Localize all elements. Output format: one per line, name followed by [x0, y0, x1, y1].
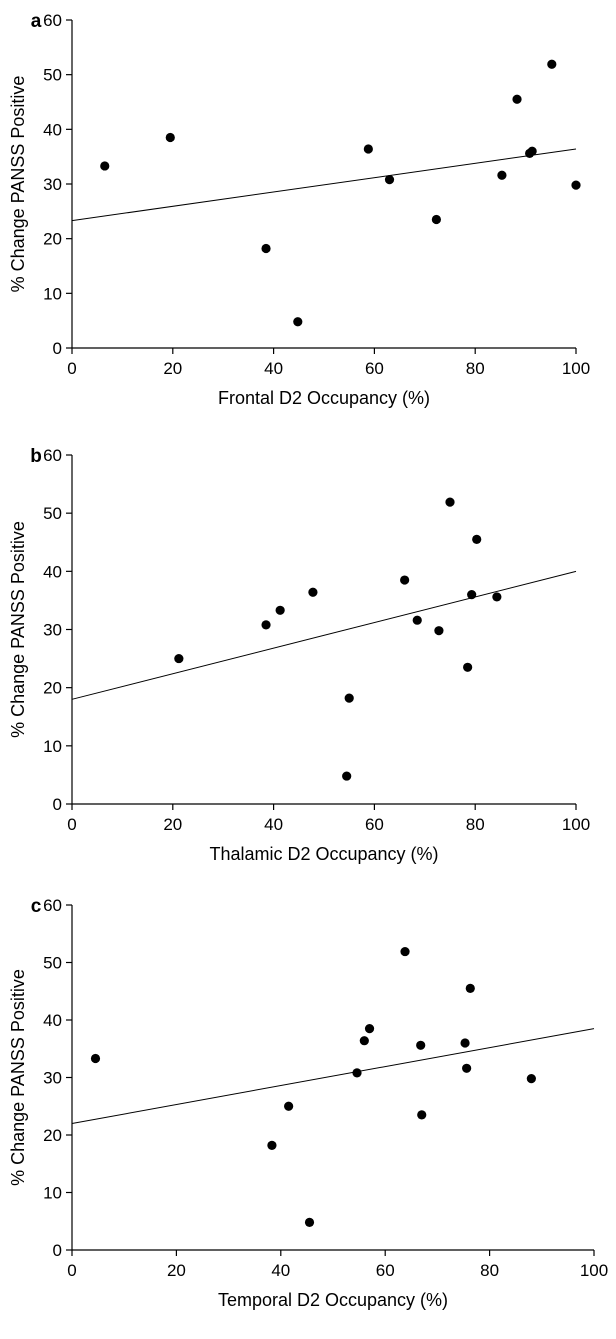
chart-panel-c: 0 10 20 30 40 50 60 0 20 40 60 80 100 Temporal D2 Occ… [8, 896, 608, 1310]
data-point [445, 497, 455, 507]
y-tick-label: 60 [43, 446, 62, 465]
data-point [547, 59, 557, 69]
x-tick-label: 0 [67, 1261, 76, 1280]
panel-label: b [30, 446, 42, 467]
x-tick-label: 0 [67, 815, 76, 834]
x-tick-label: 20 [163, 815, 182, 834]
data-point [434, 626, 444, 636]
y-axis-title: % Change PANSS Positive [8, 969, 28, 1186]
data-point [304, 1217, 315, 1227]
y-tick-label: 20 [43, 679, 62, 698]
y-tick-label: 50 [43, 504, 62, 523]
data-point [571, 180, 581, 190]
data-point [431, 214, 441, 225]
x-tick-label: 80 [466, 815, 485, 834]
data-point [308, 587, 318, 597]
y-tick-label: 0 [53, 1241, 62, 1260]
chart-panel-b: 0 10 20 30 40 50 60 0 20 40 60 80 100 Thalamic D2 Occ… [8, 446, 590, 864]
x-tick-label: 60 [365, 359, 384, 378]
data-point [342, 771, 352, 781]
data-point [467, 590, 477, 600]
data-point [261, 243, 271, 254]
y-tick-label: 50 [43, 66, 62, 85]
data-point [384, 175, 395, 185]
data-point [497, 170, 507, 180]
y-tick-label: 60 [43, 11, 62, 30]
y-tick-label: 0 [53, 339, 62, 358]
x-tick-label: 100 [580, 1261, 608, 1280]
y-tick-label: 30 [43, 621, 62, 640]
x-tick-label: 0 [67, 359, 76, 378]
data-point [293, 317, 303, 327]
chart-panel-a: 0 10 20 30 40 50 60 0 20 40 60 80 100 Frontal D2 Occu… [8, 11, 590, 408]
data-point [400, 946, 410, 957]
x-tick-label: 60 [365, 815, 384, 834]
y-tick-label: 60 [43, 896, 62, 915]
data-point [512, 94, 522, 104]
fit-line [71, 570, 577, 700]
data-point [174, 653, 184, 664]
data-point [460, 1038, 470, 1048]
x-tick-label: 20 [167, 1261, 186, 1280]
x-tick-label: 80 [480, 1261, 499, 1280]
x-axis-title: Temporal D2 Occupancy (%) [218, 1290, 448, 1310]
x-axis-title: Frontal D2 Occupancy (%) [218, 388, 430, 408]
data-point [492, 592, 502, 602]
data-point [400, 575, 410, 585]
x-tick-label: 100 [562, 359, 590, 378]
y-tick-label: 20 [43, 230, 62, 249]
data-point [352, 1068, 362, 1078]
x-axis-title: Thalamic D2 Occupancy (%) [209, 844, 438, 864]
x-tick-label: 60 [376, 1261, 395, 1280]
x-tick-label: 20 [163, 359, 182, 378]
x-tick-label: 40 [264, 815, 283, 834]
data-point [526, 1074, 536, 1084]
y-tick-label: 20 [43, 1126, 62, 1145]
y-tick-label: 10 [43, 737, 62, 756]
data-point [344, 693, 354, 703]
x-tick-label: 40 [271, 1261, 290, 1280]
data-point [527, 146, 537, 156]
y-tick-label: 40 [43, 1011, 62, 1030]
y-tick-label: 50 [43, 954, 62, 973]
y-tick-label: 10 [43, 1184, 62, 1203]
data-point [275, 605, 285, 615]
data-point [359, 1036, 369, 1046]
data-point [412, 615, 422, 625]
y-tick-label: 40 [43, 562, 62, 581]
data-point [364, 1024, 375, 1034]
data-point [416, 1040, 426, 1050]
data-point [472, 534, 482, 544]
y-tick-label: 30 [43, 1069, 62, 1088]
x-tick-label: 40 [264, 359, 283, 378]
data-point [100, 161, 110, 171]
fit-line [71, 148, 577, 222]
data-point [284, 1101, 294, 1111]
y-tick-label: 40 [43, 120, 62, 139]
data-point [267, 1140, 277, 1150]
data-point [417, 1110, 427, 1120]
data-point [462, 1063, 472, 1073]
y-tick-label: 10 [43, 284, 62, 303]
x-tick-label: 100 [562, 815, 590, 834]
data-point [363, 144, 373, 154]
data-point [465, 983, 475, 993]
y-tick-label: 30 [43, 175, 62, 194]
y-tick-label: 0 [53, 795, 62, 814]
x-tick-label: 80 [466, 359, 485, 378]
data-point [463, 662, 473, 672]
fit-line [71, 1028, 595, 1124]
y-axis-title: % Change PANSS Positive [8, 521, 28, 738]
data-point [90, 1053, 101, 1064]
data-point [165, 132, 175, 143]
data-point [261, 620, 271, 630]
y-axis-title: % Change PANSS Positive [8, 76, 28, 293]
panel-label: c [31, 896, 42, 917]
panel-label: a [31, 11, 42, 32]
